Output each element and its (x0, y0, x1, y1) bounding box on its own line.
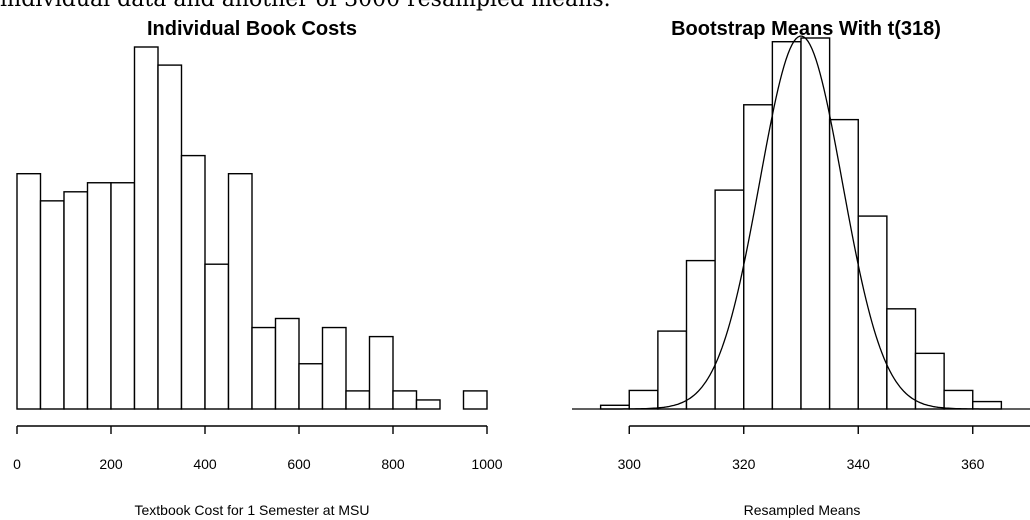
histogram-bar (321, 326, 347, 410)
bars (599, 37, 1003, 410)
x-axis-label: Textbook Cost for 1 Semester at MSU (135, 502, 370, 518)
histogram-bar (251, 326, 277, 410)
histogram-bar (743, 104, 774, 410)
x-tick-label: 400 (193, 456, 217, 472)
histogram-bar (39, 200, 65, 410)
histogram-bar (16, 172, 42, 410)
histogram-bar (914, 352, 945, 410)
histogram-bar (180, 154, 206, 410)
x-tick-label: 0 (13, 456, 21, 472)
histogram-bar (110, 182, 136, 410)
histogram-bar (628, 389, 659, 410)
x-tick-label: 800 (381, 456, 405, 472)
histogram-bar (157, 64, 183, 410)
histogram-bar (227, 172, 253, 410)
histogram-bar (462, 390, 488, 410)
chart-title: Individual Book Costs (147, 18, 357, 40)
histogram-bar (828, 118, 859, 410)
x-axis: 0 200 400 600 800 1000 (13, 425, 503, 472)
histogram-bar (415, 399, 441, 410)
figure-caption: individual data and another of 3000 resa… (0, 0, 1030, 13)
x-tick-label: 200 (99, 456, 123, 472)
histogram-bar (857, 215, 888, 410)
histogram-bar (368, 335, 394, 410)
histogram-bar (685, 259, 716, 410)
histogram-bar (392, 390, 418, 410)
histogram-bar (86, 182, 112, 410)
x-tick-label: 360 (961, 456, 985, 472)
t-density-line (572, 35, 1030, 410)
x-axis: 300 320 340 360 (618, 425, 1030, 472)
histogram-panel-book-costs: Individual Book Costs 0 200 400 600 800 1000 … (13, 18, 503, 518)
histogram-bar (943, 389, 974, 410)
histogram-bar (298, 363, 324, 410)
x-tick-label: 600 (287, 456, 311, 472)
chart-title: Bootstrap Means With t(318) (671, 18, 941, 40)
x-tick-label: 1000 (471, 456, 502, 472)
histogram-bar (133, 46, 159, 410)
histogram-bar (886, 308, 917, 410)
x-tick-label: 300 (618, 456, 642, 472)
histogram-bar (274, 317, 300, 410)
histogram-bar (972, 400, 1003, 410)
histogram-bar (657, 330, 688, 410)
t-density-curve (572, 35, 1030, 410)
x-axis-label: Resampled Means (744, 502, 861, 518)
histogram-bar (63, 191, 89, 410)
x-tick-label: 340 (847, 456, 871, 472)
histogram-bar (345, 390, 371, 410)
histogram-panel-bootstrap-means: Bootstrap Means With t(318) 300 320 340 360… (572, 18, 1030, 518)
x-tick-label: 320 (732, 456, 756, 472)
bars (16, 46, 488, 410)
histogram-bar (714, 189, 745, 410)
histogram-bar (204, 263, 230, 410)
